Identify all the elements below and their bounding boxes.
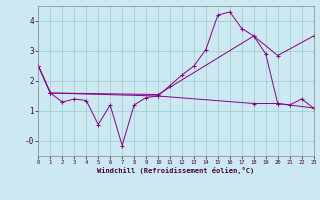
X-axis label: Windchill (Refroidissement éolien,°C): Windchill (Refroidissement éolien,°C) [97, 167, 255, 174]
